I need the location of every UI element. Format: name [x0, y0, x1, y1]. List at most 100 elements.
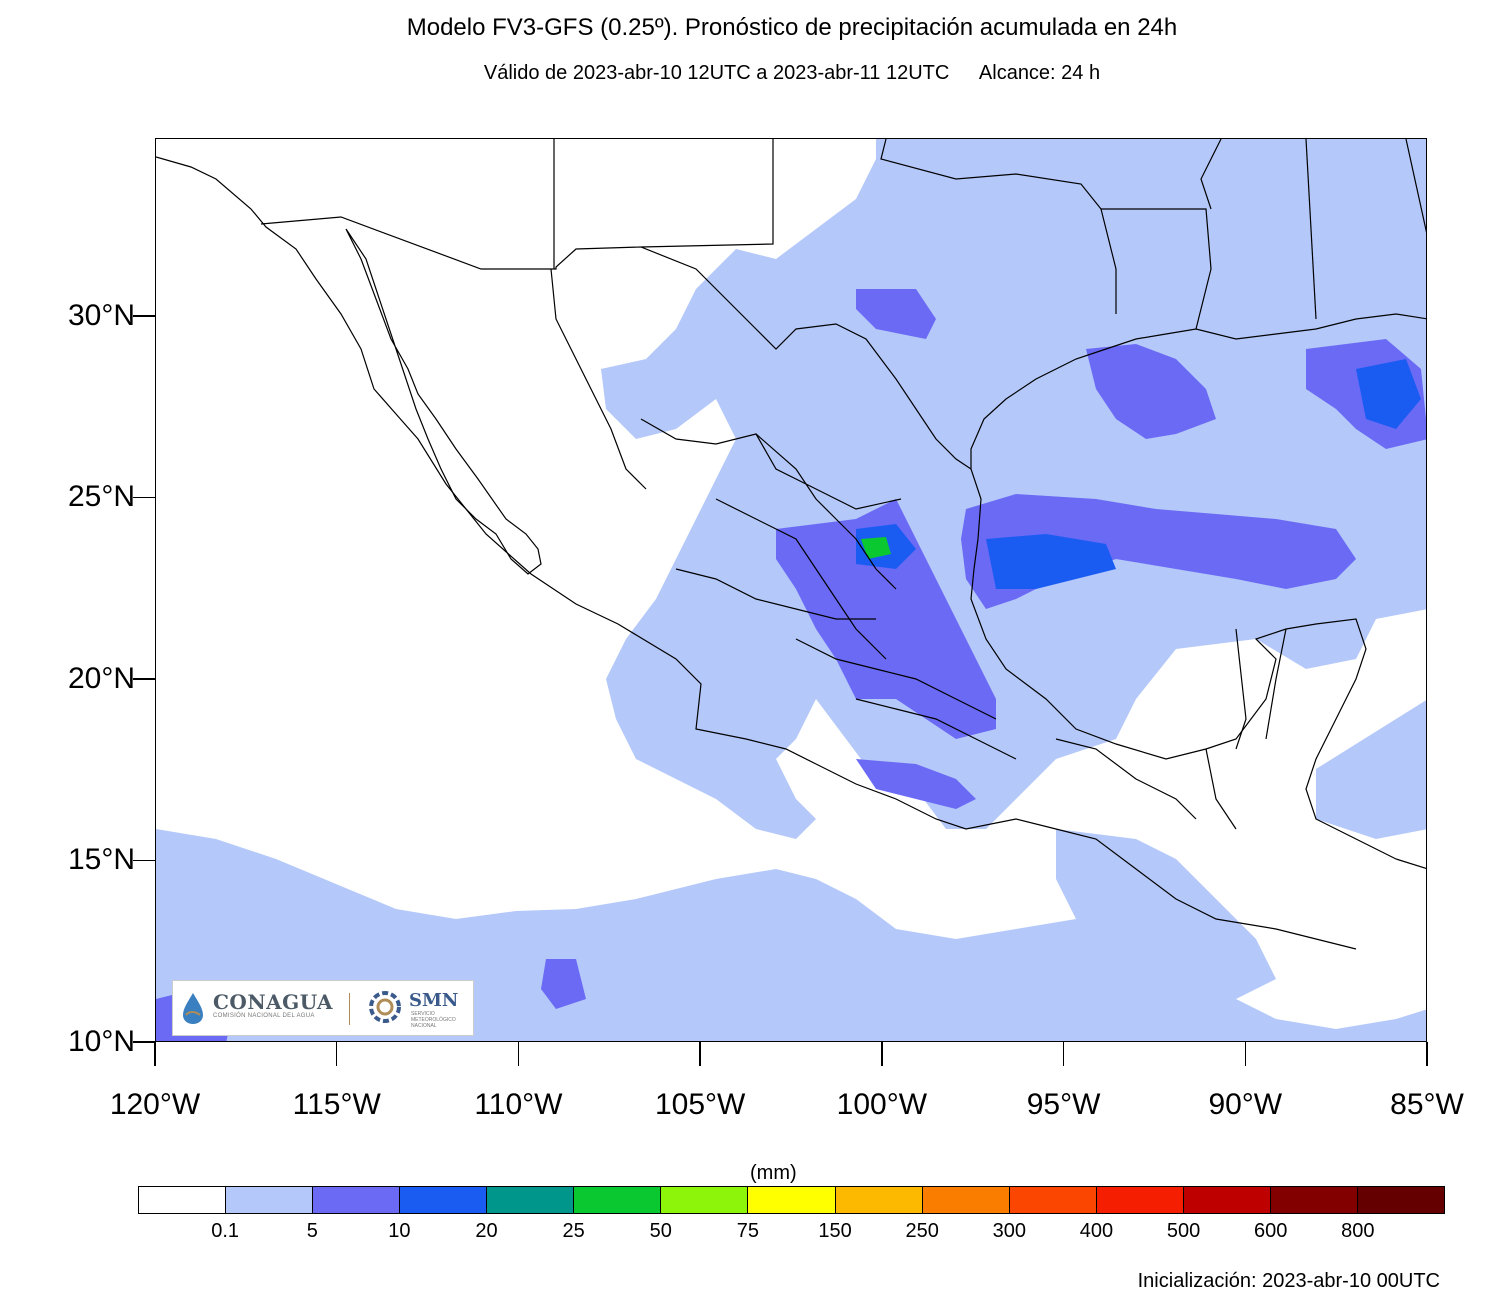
mx-state-line-6 [795, 638, 997, 720]
colorbar-label: 150 [818, 1220, 852, 1242]
baja-peninsula [345, 228, 542, 575]
us-state-line-2 [640, 139, 774, 248]
precip-heavy-gulf [986, 534, 1116, 589]
lon-tick [154, 1042, 156, 1066]
logo-box: CONAGUA COMISIÓN NACIONAL DEL AGUA SMN S… [172, 980, 474, 1036]
lat-tick [133, 496, 155, 499]
conagua-logo-icon [183, 993, 203, 1024]
precip-light-caribbean [1316, 700, 1426, 839]
precip-light-eastpac [1056, 829, 1276, 999]
colorbar-cell [835, 1187, 923, 1213]
colorbar-cell [574, 1187, 662, 1213]
lon-tick [1244, 1042, 1247, 1066]
lon-tick [335, 1042, 338, 1066]
colorbar-cell [661, 1187, 749, 1213]
lon-tick [1426, 1042, 1428, 1066]
colorbar-cell [1270, 1187, 1358, 1213]
lon-label: 90°W [1208, 1088, 1283, 1121]
precip-moderate-central [776, 499, 996, 739]
colorbar-label: 5 [306, 1220, 318, 1242]
colorbar-cell [1096, 1187, 1184, 1213]
lat-label: 30°N [67, 298, 135, 332]
precip-moderate-north [856, 289, 936, 339]
lat-label: 20°N [67, 661, 135, 695]
lon-label: 110°W [474, 1088, 563, 1121]
valid-period: Válido de 2023-abr-10 12UTC a 2023-abr-1… [483, 62, 950, 84]
gulf-coastline [970, 313, 1426, 870]
precipitation-layer [156, 139, 1426, 1041]
lat-label: 15°N [67, 843, 135, 877]
mx-state-line-8 [1055, 738, 1197, 820]
mx-state-line-1 [550, 268, 647, 490]
colorbar-cell [1183, 1187, 1271, 1213]
us-state-line-7 [1405, 139, 1426, 233]
conagua-subtitle: COMISIÓN NACIONAL DEL AGUA [213, 1013, 315, 1019]
us-state-line-3 [880, 139, 1117, 314]
mx-state-line-5 [675, 568, 876, 620]
lat-tick [133, 1041, 155, 1043]
pacific-coastline [156, 156, 1357, 950]
precip-very-heavy [861, 537, 891, 559]
colorbar-label: 75 [736, 1220, 760, 1242]
colorbar-cell [922, 1187, 1010, 1213]
smn-logo-icon [369, 991, 401, 1023]
lat-tick [133, 678, 155, 680]
colorbar-label: 600 [1254, 1220, 1288, 1242]
lat-label: 10°N [67, 1025, 135, 1058]
colorbar-label: 800 [1341, 1220, 1375, 1242]
colorbar-cell [313, 1187, 401, 1213]
lon-label: 120°W [109, 1088, 201, 1121]
lon-tick [699, 1042, 701, 1066]
colorbar-cell [1357, 1187, 1444, 1213]
lon-tick [517, 1042, 520, 1066]
colorbar-unit: (mm) [750, 1162, 797, 1184]
precip-moderate-band [961, 494, 1356, 609]
mx-state-line-9 [1235, 628, 1247, 750]
colorbar-cell [1009, 1187, 1097, 1213]
lon-label: 85°W [1390, 1088, 1464, 1121]
colorbar-label: 20 [475, 1220, 498, 1242]
lat-tick [133, 315, 155, 317]
mx-state-line-4 [715, 498, 887, 660]
smn-subtitle: SERVICIO METEOROLÓGICO NACIONAL [411, 1011, 456, 1029]
precip-moderate-oaxaca [856, 759, 976, 809]
lon-label: 105°W [654, 1088, 746, 1121]
colorbar-label: 0.1 [211, 1220, 240, 1242]
lon-label: 95°W [1026, 1088, 1101, 1121]
colorbar [138, 1186, 1445, 1214]
mx-state-line-10 [1265, 628, 1287, 740]
mx-state-line-11 [1205, 748, 1237, 830]
map-subtitle: Válido de 2023-abr-10 12UTC a 2023-abr-1… [0, 62, 1500, 85]
us-mexico-border [260, 216, 972, 470]
lat-tick [133, 859, 155, 862]
colorbar-label: 500 [1166, 1220, 1201, 1242]
lon-tick [1062, 1042, 1065, 1066]
smn-wordmark: SMN [409, 990, 459, 1011]
precip-heavy-east [1356, 359, 1421, 429]
colorbar-label: 250 [905, 1220, 939, 1242]
initialization-time: Inicialización: 2023-abr-10 00UTC [1137, 1270, 1440, 1292]
lon-label: 100°W [836, 1088, 928, 1121]
colorbar-cell [400, 1187, 488, 1213]
precipitation-map [156, 139, 1426, 1041]
map-title: Modelo FV3-GFS (0.25º). Pronóstico de pr… [406, 14, 1178, 41]
us-state-line-4 [1101, 208, 1212, 330]
colorbar-cell [139, 1187, 227, 1213]
colorbar-cell [226, 1187, 314, 1213]
mx-state-line-3 [755, 433, 897, 590]
colorbar-label: 10 [388, 1220, 411, 1242]
lon-tick [881, 1042, 883, 1066]
map-area [155, 138, 1427, 1042]
us-state-line-5 [1200, 139, 1222, 210]
colorbar-cell [487, 1187, 575, 1213]
logo-separator [349, 993, 350, 1025]
precip-moderate-gulf-north [1086, 344, 1216, 439]
colorbar-label: 400 [1079, 1220, 1114, 1242]
us-state-line-6 [1305, 139, 1317, 320]
colorbar-label: 50 [649, 1220, 672, 1242]
colorbar-label: 300 [992, 1220, 1027, 1242]
lon-label: 115°W [292, 1088, 381, 1121]
precip-moderate-pacific-2 [541, 959, 586, 1009]
mx-state-line-7 [855, 698, 1017, 760]
mx-state-line-2 [640, 418, 902, 510]
